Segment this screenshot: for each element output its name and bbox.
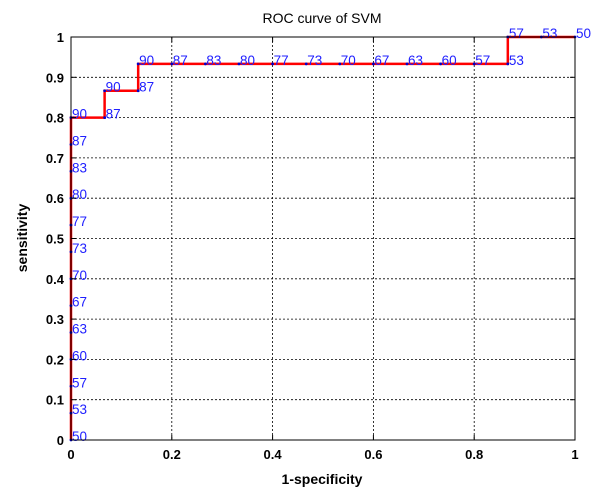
x-tick-label: 0.2	[163, 447, 181, 462]
roc-point-label: 73	[72, 241, 87, 256]
roc-point-label: 67	[72, 295, 87, 310]
roc-point-label: 80	[240, 53, 255, 68]
roc-point-label: 73	[307, 53, 322, 68]
roc-point-label: 80	[72, 187, 87, 202]
y-tick-label: 0	[57, 433, 64, 448]
roc-point-label: 63	[72, 322, 87, 337]
roc-point	[506, 62, 510, 66]
roc-point-label: 57	[509, 26, 524, 41]
roc-point-label: 87	[72, 133, 87, 148]
roc-point-label: 90	[106, 80, 121, 95]
roc-point-label: 70	[341, 53, 356, 68]
roc-point-label: 50	[72, 429, 87, 444]
x-tick-label: 0.4	[264, 447, 283, 462]
y-tick-label: 0.9	[46, 70, 64, 85]
roc-point	[237, 62, 241, 66]
roc-point	[405, 62, 409, 66]
roc-point-label: 53	[542, 26, 557, 41]
roc-point-label: 77	[274, 53, 289, 68]
y-axis-label: sensitivity	[14, 204, 30, 273]
x-tick-label: 1	[571, 447, 578, 462]
chart-title: ROC curve of SVM	[262, 10, 381, 26]
roc-point	[472, 62, 476, 66]
roc-point	[170, 62, 174, 66]
x-tick-label: 0	[67, 447, 74, 462]
y-tick-label: 0.1	[46, 393, 64, 408]
roc-point-label: 87	[173, 53, 188, 68]
roc-point	[304, 62, 308, 66]
x-tick-label: 0.6	[364, 447, 382, 462]
y-tick-label: 0.2	[46, 352, 64, 367]
point-layer: 50 53 57 60 63 67 70 73 77 80 83 87 90 87 90 87 90 87 83 80…	[69, 26, 591, 444]
y-tick-label: 0.5	[46, 232, 64, 247]
roc-point-label: 53	[72, 402, 87, 417]
y-tick-label: 0.7	[46, 151, 64, 166]
roc-point-label: 83	[72, 160, 87, 175]
y-tick-label: 0.3	[46, 312, 64, 327]
roc-point	[372, 62, 375, 66]
roc-point-label: 63	[408, 53, 423, 68]
roc-point-label: 60	[442, 53, 457, 68]
roc-point	[103, 89, 107, 93]
roc-point-label: 57	[475, 53, 490, 68]
y-tick-label: 0.4	[46, 272, 65, 287]
roc-point-label: 67	[374, 53, 389, 68]
roc-point	[136, 89, 140, 93]
roc-point-label: 77	[72, 214, 87, 229]
grid-lines	[71, 37, 575, 440]
ticks-layer	[70, 36, 576, 441]
roc-point	[103, 116, 107, 119]
y-tick-labels: 0 0.1 0.2 0.3 0.4 0.5 0.6 0.7 0.8 0.9 1	[46, 30, 65, 448]
roc-point	[136, 62, 140, 66]
roc-point	[204, 62, 207, 66]
x-axis-label: 1-specificity	[282, 471, 363, 487]
roc-point	[439, 62, 442, 66]
roc-point-label: 90	[72, 107, 87, 122]
roc-point-label: 60	[72, 348, 87, 363]
roc-point-label: 83	[206, 53, 221, 68]
y-tick-label: 1	[57, 30, 64, 45]
roc-point-label: 50	[576, 26, 591, 41]
roc-point-label: 57	[72, 375, 87, 390]
roc-point	[338, 62, 342, 66]
roc-point-label: 87	[139, 80, 154, 95]
roc-point-label: 53	[509, 53, 524, 68]
roc-point	[271, 62, 274, 66]
roc-point-label: 90	[139, 53, 154, 68]
y-tick-label: 0.8	[46, 111, 64, 126]
x-tick-label: 0.8	[465, 447, 483, 462]
y-tick-label: 0.6	[46, 191, 64, 206]
roc-point-label: 87	[106, 107, 121, 122]
roc-point-label: 70	[72, 268, 87, 283]
x-tick-labels: 0 0.2 0.4 0.6 0.8 1	[67, 447, 578, 462]
